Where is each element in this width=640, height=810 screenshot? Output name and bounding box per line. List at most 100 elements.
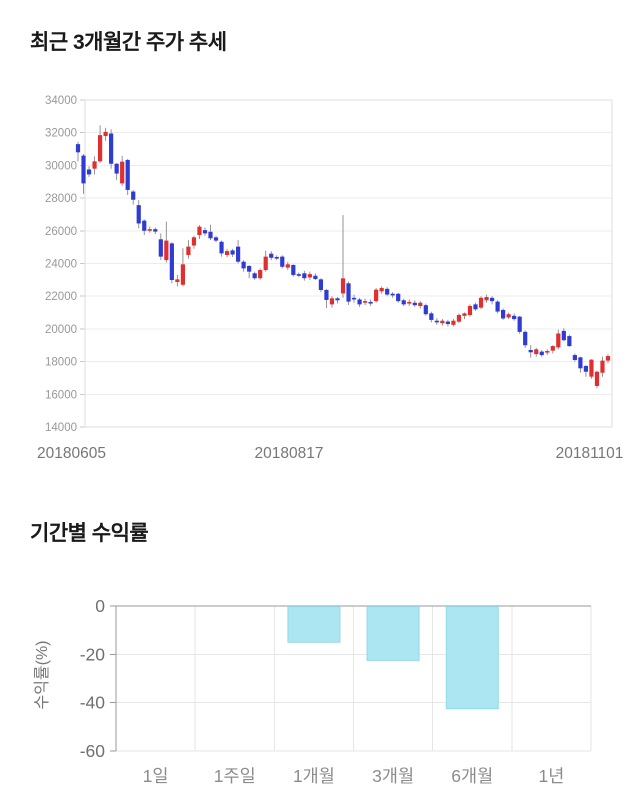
candle-66 (434, 318, 439, 325)
candle-58 (390, 292, 395, 298)
candle-68 (445, 319, 450, 327)
returns-x-axis-labels: 1일 1주일 1개월 3개월 6개월 1년 (143, 766, 565, 786)
bar-1개월 (287, 606, 341, 643)
candle-30 (236, 240, 241, 264)
candle-70 (456, 313, 462, 324)
candle-42 (302, 270, 307, 281)
candle-23 (197, 225, 202, 239)
candle-96 (600, 356, 605, 377)
returns-chart-svg: 0 -20 -40 -60 수익률(%) 1일 1주일 1개월 3개월 6개월 1년 (33, 596, 592, 786)
candle-50 (346, 281, 351, 306)
candle-28 (224, 248, 230, 258)
candle-92 (578, 356, 583, 373)
candle-1 (75, 141, 81, 162)
candle-91 (572, 353, 577, 362)
candle-45 (318, 278, 324, 293)
candle-6 (103, 127, 108, 141)
price-grid (80, 99, 613, 428)
candle-71 (462, 312, 467, 320)
candle-83 (528, 345, 533, 358)
candle-34 (258, 268, 263, 280)
candle-73 (473, 302, 478, 311)
candle-9 (120, 155, 125, 186)
candle-21 (186, 240, 191, 259)
svg-text:24000: 24000 (45, 259, 77, 271)
returns-chart-title: 기간별 수익률 (30, 522, 149, 545)
svg-text:1주일: 1주일 (214, 766, 256, 786)
candle-38 (280, 255, 285, 269)
candle-20 (180, 248, 185, 287)
candle-93 (583, 364, 589, 377)
candles (75, 125, 611, 389)
candle-44 (313, 273, 318, 280)
svg-text:20181101: 20181101 (556, 445, 624, 462)
svg-text:20180817: 20180817 (255, 445, 324, 462)
candle-97 (605, 354, 611, 364)
svg-text:32000: 32000 (45, 128, 77, 140)
svg-text:-60: -60 (80, 741, 106, 761)
candle-37 (274, 255, 279, 261)
candle-33 (252, 271, 257, 280)
svg-text:30000: 30000 (45, 160, 77, 172)
candle-17 (164, 221, 169, 263)
candle-40 (291, 264, 296, 277)
returns-ylabel: 수익률(%) (33, 640, 51, 709)
candle-15 (153, 227, 158, 235)
svg-text:20000: 20000 (45, 324, 77, 336)
candle-85 (539, 350, 544, 357)
candle-47 (329, 296, 335, 308)
candle-79 (506, 312, 511, 320)
svg-text:3개월: 3개월 (372, 766, 414, 786)
candle-36 (269, 251, 274, 261)
svg-text:18000: 18000 (45, 357, 77, 369)
svg-text:28000: 28000 (45, 193, 77, 205)
candle-69 (451, 319, 456, 327)
svg-text:-20: -20 (80, 644, 106, 664)
candle-3 (86, 166, 92, 177)
candle-10 (125, 158, 130, 195)
returns-y-axis-labels: 0 -20 -40 -60 (80, 596, 106, 761)
svg-text:-40: -40 (80, 693, 106, 713)
svg-text:16000: 16000 (45, 389, 77, 401)
candle-59 (396, 292, 401, 303)
candle-8 (114, 162, 119, 181)
candle-61 (407, 299, 412, 307)
candle-41 (296, 272, 301, 278)
candle-24 (202, 227, 208, 236)
candle-54 (368, 299, 373, 307)
candle-72 (467, 304, 473, 317)
candle-82 (523, 330, 528, 348)
candle-77 (495, 300, 500, 314)
candle-86 (545, 349, 550, 356)
candle-95 (594, 370, 600, 389)
svg-text:26000: 26000 (45, 226, 77, 238)
candle-43 (307, 271, 312, 280)
candle-67 (440, 319, 445, 326)
candle-2 (81, 153, 86, 195)
candle-7 (109, 129, 114, 169)
candle-12 (136, 200, 141, 229)
price-y-axis-labels: 34000 32000 30000 28000 26000 24000 22000 20000… (45, 95, 77, 434)
svg-text:1일: 1일 (143, 766, 169, 786)
candle-18 (169, 242, 174, 284)
candle-49 (340, 215, 346, 298)
candle-60 (401, 298, 406, 307)
candle-62 (412, 300, 417, 307)
candle-56 (379, 286, 384, 294)
candle-39 (285, 261, 290, 271)
candle-19 (175, 274, 180, 287)
candle-88 (556, 329, 561, 350)
candle-64 (423, 303, 428, 316)
bar-3개월 (366, 606, 420, 661)
candle-4 (92, 156, 97, 175)
candle-51 (351, 294, 357, 303)
candle-81 (517, 315, 522, 334)
candle-78 (501, 308, 506, 320)
candle-90 (567, 334, 572, 347)
svg-text:34000: 34000 (45, 95, 77, 107)
price-chart-title: 최근 3개월간 주가 추세 (30, 31, 227, 54)
candle-16 (158, 233, 163, 261)
candle-27 (219, 240, 224, 257)
returns-bars (287, 606, 499, 710)
